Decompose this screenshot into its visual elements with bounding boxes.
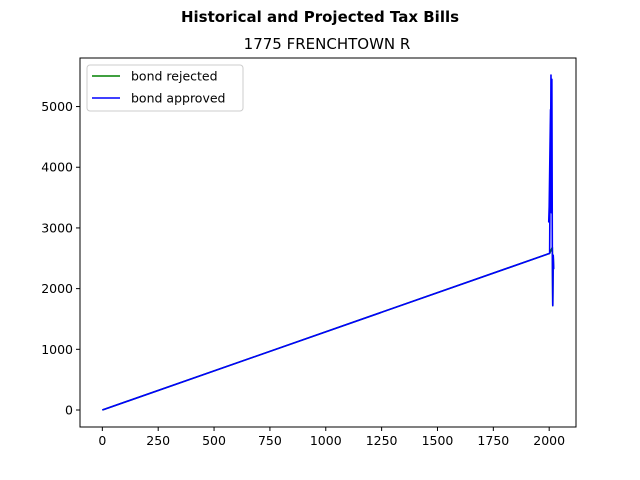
x-tick-label: 250: [146, 433, 170, 448]
legend-label-1: bond approved: [131, 91, 225, 106]
x-tick-label: 1250: [366, 433, 398, 448]
x-tick-label: 1750: [477, 433, 509, 448]
y-tick-label: 2000: [41, 281, 73, 296]
x-tick-label: 1500: [422, 433, 454, 448]
y-tick-label: 4000: [41, 160, 73, 175]
y-tick-label: 0: [65, 403, 73, 418]
legend-label-0: bond rejected: [131, 69, 218, 84]
x-tick-label: 0: [98, 433, 106, 448]
x-axis: 0 250 500 750 1000 1250 1500 1750 2000: [98, 427, 565, 448]
legend-box: [86, 64, 244, 112]
y-tick-label: 5000: [41, 99, 73, 114]
axes-frame: [79, 57, 577, 428]
y-tick-label: 3000: [41, 220, 73, 235]
y-tick-label: 1000: [41, 342, 73, 357]
y-axis: 0 1000 2000 3000 4000 5000: [41, 99, 80, 418]
chart-suptitle: Historical and Projected Tax Bills: [181, 8, 459, 26]
plot-area: [102, 74, 555, 411]
legend: bond rejected bond approved: [86, 64, 244, 112]
x-tick-label: 500: [202, 433, 226, 448]
x-tick-label: 1000: [310, 433, 342, 448]
x-tick-label: 750: [258, 433, 282, 448]
series-line-1: [102, 74, 555, 411]
series-lines: [102, 74, 555, 411]
chart-title: 1775 FRENCHTOWN R: [244, 35, 411, 53]
x-tick-label: 2000: [533, 433, 565, 448]
